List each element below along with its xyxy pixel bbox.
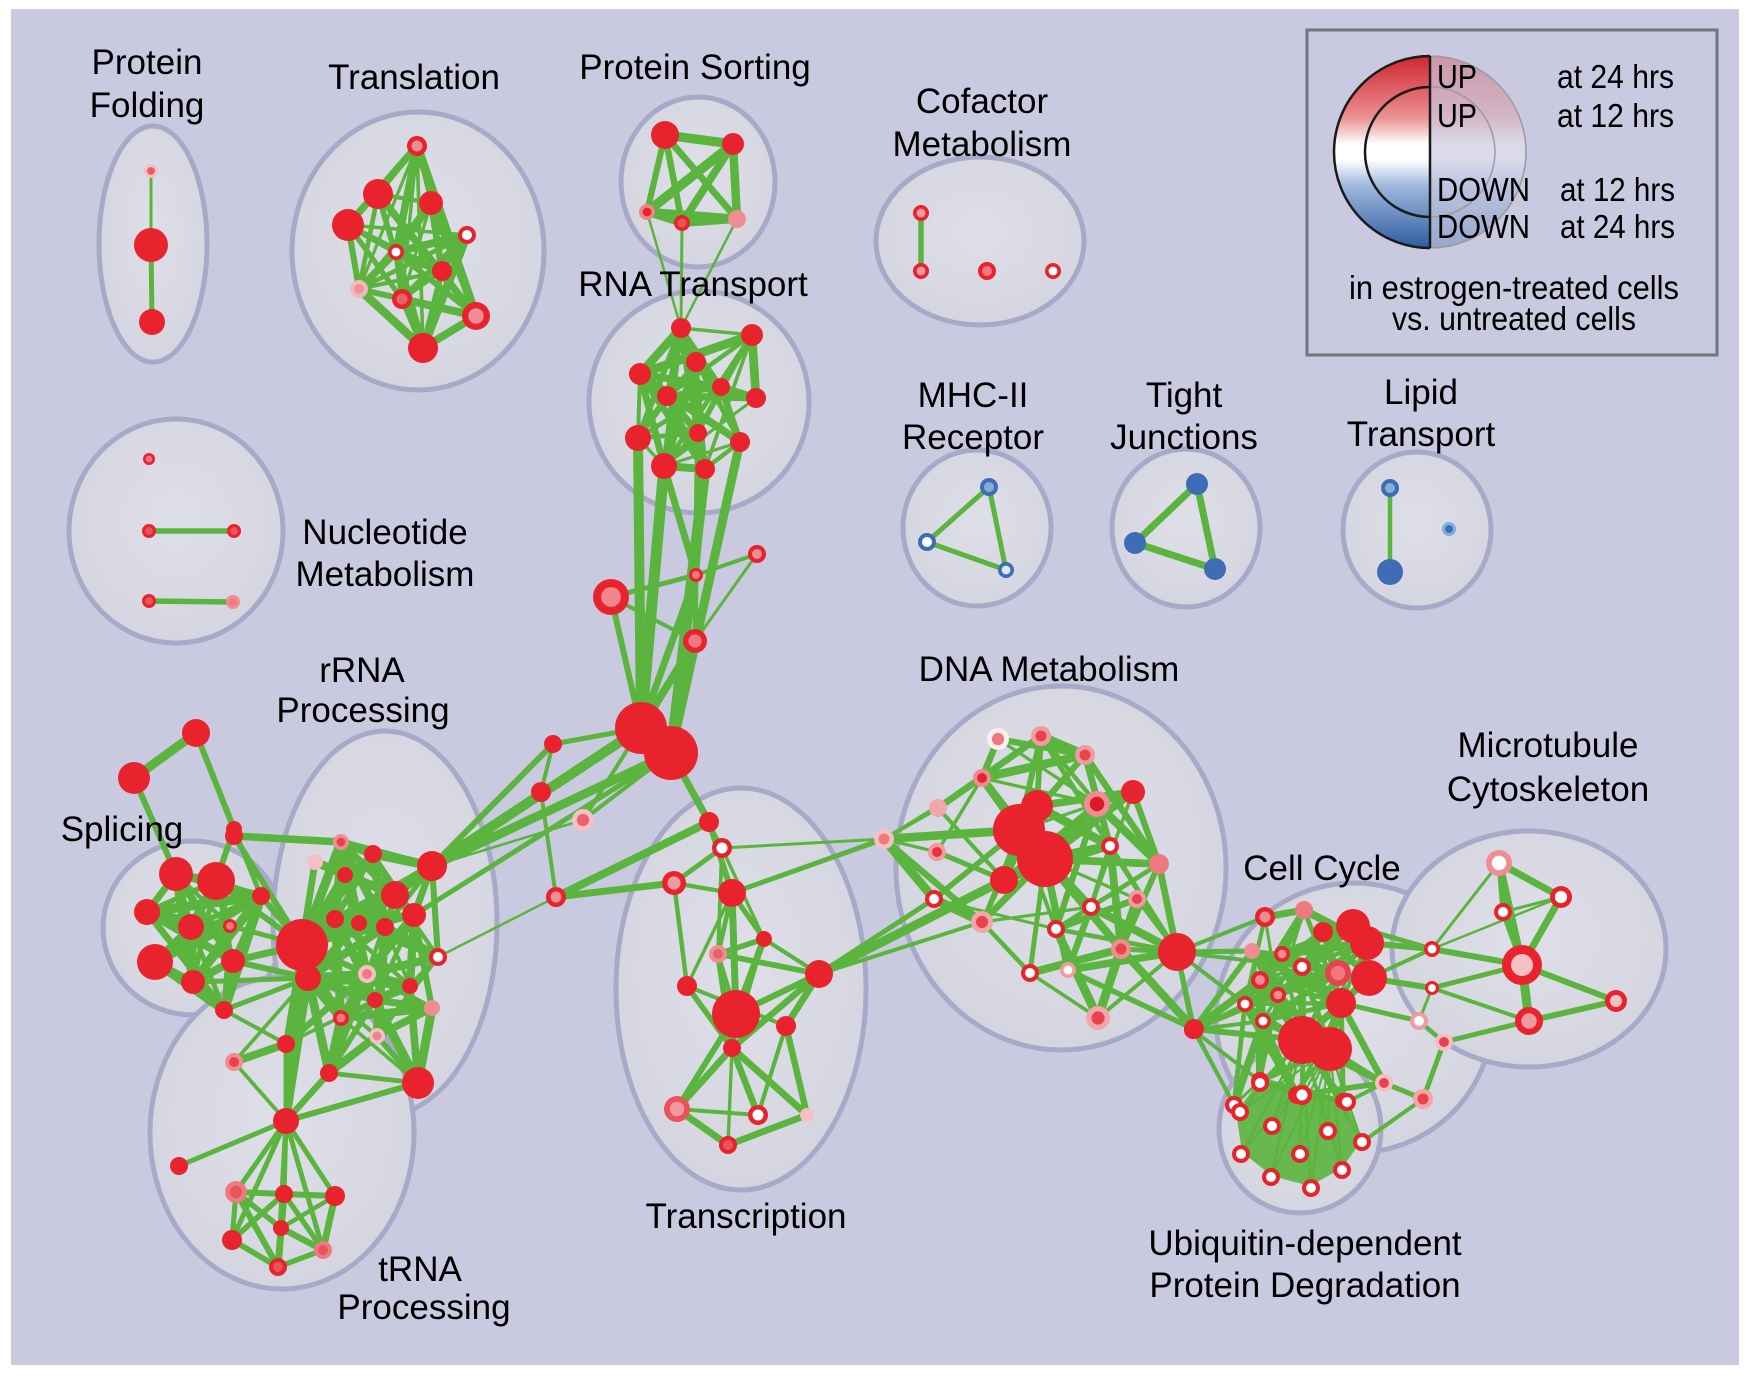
svg-text:UP: UP xyxy=(1437,58,1477,95)
svg-text:Translation: Translation xyxy=(328,58,500,97)
svg-text:Cell Cycle: Cell Cycle xyxy=(1243,849,1401,888)
svg-text:Lipid: Lipid xyxy=(1384,373,1458,412)
svg-text:MHC-II: MHC-II xyxy=(918,376,1029,415)
svg-text:at 12 hrs: at 12 hrs xyxy=(1557,97,1674,134)
svg-text:in estrogen-treated cells: in estrogen-treated cells xyxy=(1349,269,1679,306)
svg-text:Metabolism: Metabolism xyxy=(296,555,475,594)
svg-text:vs. untreated cells: vs. untreated cells xyxy=(1392,300,1636,337)
svg-text:Ubiquitin-dependent: Ubiquitin-dependent xyxy=(1148,1224,1462,1263)
svg-text:Cofactor: Cofactor xyxy=(916,82,1049,121)
svg-text:at 12 hrs: at 12 hrs xyxy=(1560,171,1675,208)
svg-text:tRNA: tRNA xyxy=(378,1250,462,1289)
svg-text:at 24 hrs: at 24 hrs xyxy=(1557,58,1674,95)
svg-text:Transcription: Transcription xyxy=(646,1197,847,1236)
svg-text:Nucleotide: Nucleotide xyxy=(302,513,467,552)
svg-text:Protein: Protein xyxy=(92,43,203,82)
svg-text:Receptor: Receptor xyxy=(902,418,1044,457)
svg-text:Cytoskeleton: Cytoskeleton xyxy=(1447,770,1649,809)
svg-text:Metabolism: Metabolism xyxy=(893,125,1072,164)
svg-text:Processing: Processing xyxy=(276,691,449,730)
svg-text:UP: UP xyxy=(1437,97,1477,134)
svg-text:DOWN: DOWN xyxy=(1437,208,1530,245)
svg-text:Protein Degradation: Protein Degradation xyxy=(1149,1266,1460,1305)
svg-text:Folding: Folding xyxy=(90,86,205,125)
svg-text:Protein Sorting: Protein Sorting xyxy=(579,48,811,87)
svg-text:at 24 hrs: at 24 hrs xyxy=(1560,208,1675,245)
svg-text:Splicing: Splicing xyxy=(61,810,184,849)
svg-text:DOWN: DOWN xyxy=(1437,171,1530,208)
svg-text:Tight: Tight xyxy=(1146,376,1223,415)
svg-text:DNA Metabolism: DNA Metabolism xyxy=(919,650,1180,689)
svg-text:rRNA: rRNA xyxy=(319,651,405,690)
svg-text:Microtubule: Microtubule xyxy=(1458,726,1639,765)
svg-text:RNA Transport: RNA Transport xyxy=(578,265,808,304)
svg-text:Junctions: Junctions xyxy=(1110,418,1258,457)
svg-text:Processing: Processing xyxy=(337,1288,510,1327)
svg-text:Transport: Transport xyxy=(1347,415,1496,454)
